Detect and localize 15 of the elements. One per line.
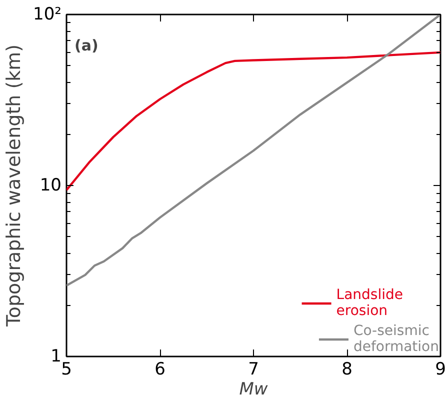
line-series xyxy=(66,51,440,192)
y-tick-label: 10 xyxy=(40,176,62,196)
annotation: (a) xyxy=(74,36,98,54)
y-tick-label: 10² xyxy=(33,4,62,24)
x-tick-label: 9 xyxy=(435,360,446,380)
legend-label: Landslide erosion xyxy=(336,287,403,319)
legend-label: Co-seismic deformation xyxy=(353,323,439,355)
y-tick-label: 1 xyxy=(50,346,62,366)
y-axis-title: Topographic wavelength (km) xyxy=(3,44,26,328)
line-series xyxy=(66,14,440,287)
x-axis-title: Mw xyxy=(239,380,268,400)
x-tick-label: 5 xyxy=(61,360,72,380)
x-tick-label: 8 xyxy=(342,360,352,380)
x-tick-label: 6 xyxy=(154,360,166,380)
x-tick-label: 7 xyxy=(248,360,259,380)
